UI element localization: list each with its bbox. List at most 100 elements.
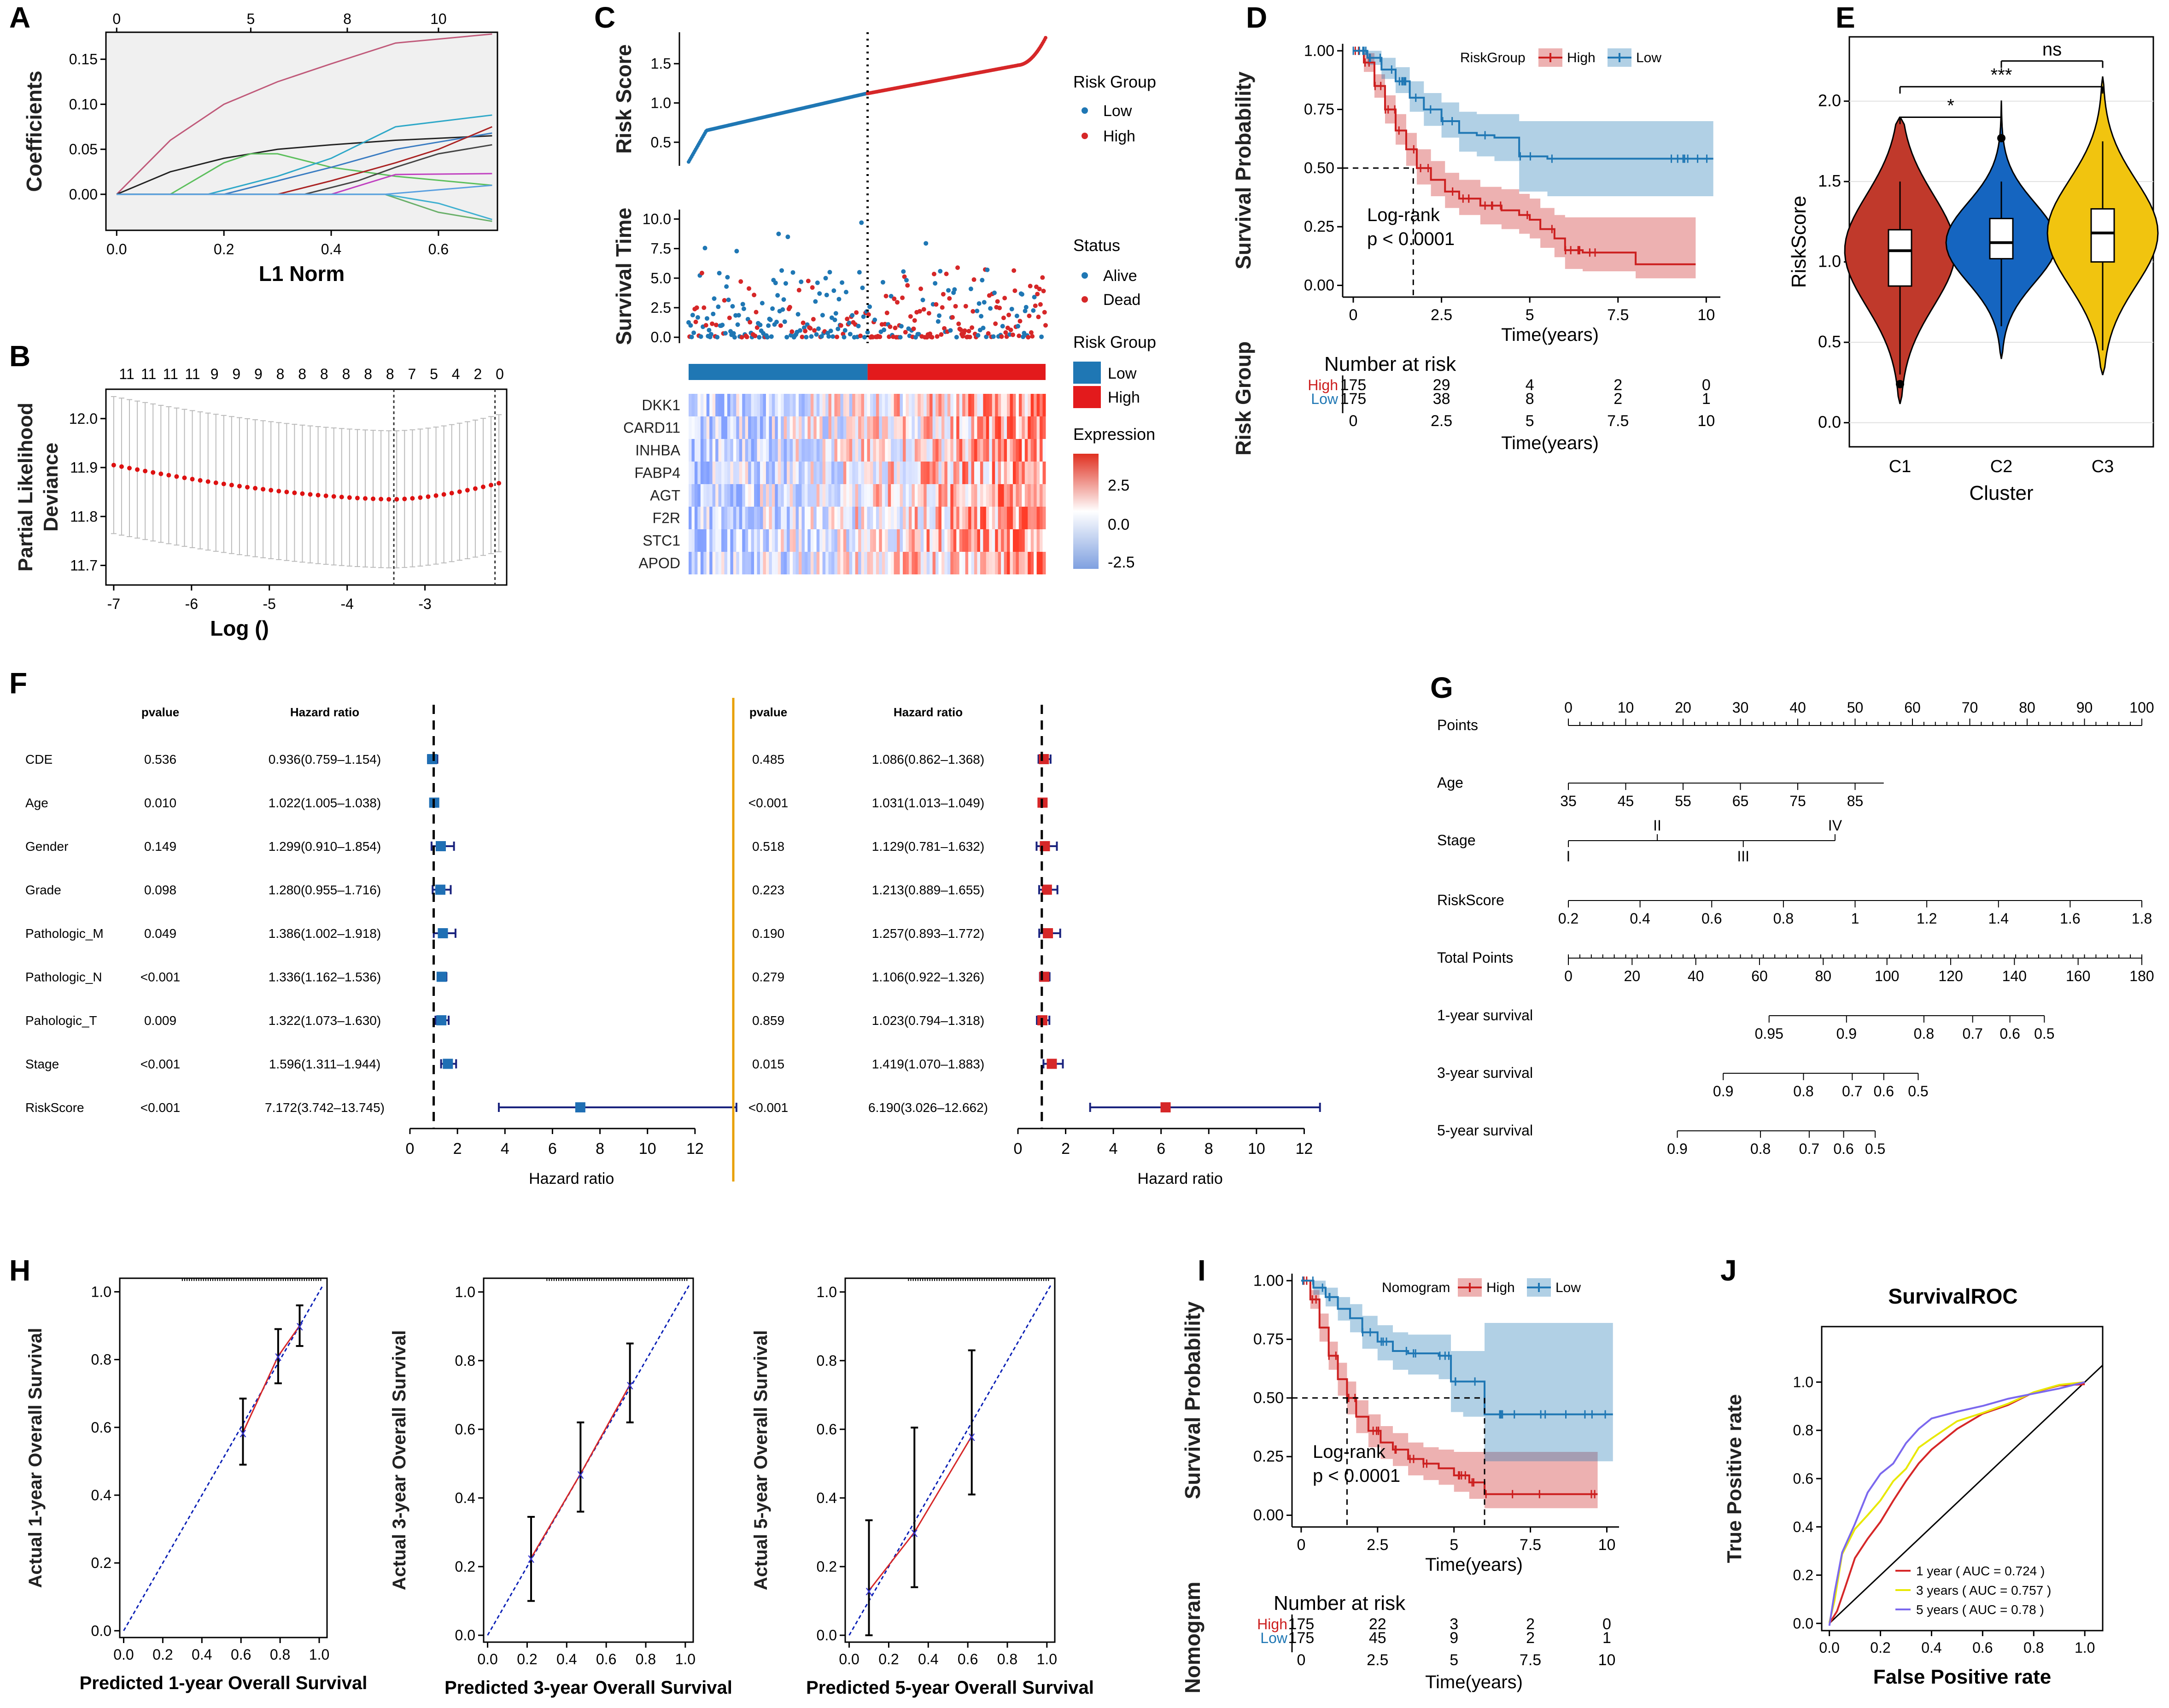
heatmap-cell [715,552,719,574]
heatmap-cell [956,462,960,484]
heatmap-cell [778,394,781,416]
heatmap-cell [1010,529,1013,552]
heatmap-cell [855,552,859,574]
heatmap-cell [855,484,859,507]
heatmap-cell [772,484,775,507]
survival-point [956,322,961,327]
top-tick-label: 2 [474,366,482,382]
heatmap-cell [882,462,885,484]
heatmap-cell [775,416,778,439]
x-tick-label: 0.2 [517,1651,537,1667]
nomogram-tick-label: 120 [1938,968,1963,984]
heatmap-cell [801,462,805,484]
survival-point [967,334,972,339]
multivariate-pvalue: 0.190 [752,926,784,941]
heatmap-cell [709,439,713,462]
heatmap-cell [718,462,722,484]
heatmap-cell [873,529,877,552]
heatmap-cell [706,394,710,416]
survival-point [842,328,848,333]
survival-point [1008,328,1013,333]
heatmap-cell [956,529,960,552]
heatmap-cell [1042,416,1046,439]
panel-label: A [9,1,30,34]
heatmap-cell [1030,394,1034,416]
heatmap-cell [1042,484,1046,507]
heatmap-cell [700,529,704,552]
deviance-point [489,483,494,488]
heatmap-cell [867,462,871,484]
heatmap-cell [834,416,838,439]
heatmap-cell [1012,529,1016,552]
heatmap-cell [700,552,704,574]
x-tick-label: 0.2 [1870,1639,1890,1656]
x-tick-label: 7.5 [1607,306,1629,324]
heatmap-cell [1040,462,1043,484]
heatmap-cell [1004,462,1007,484]
heatmap-cell [801,484,805,507]
heatmap-cell [974,394,977,416]
nomogram-tick-label: 1.6 [2060,910,2080,927]
heatmap-cell [712,507,716,529]
heatmap-cell [977,416,981,439]
top-tick-label: 9 [210,366,219,382]
heatmap-cell [852,416,856,439]
heatmap-cell [1028,507,1031,529]
heatmap-cell [894,507,897,529]
multivariate-pvalue: <0.001 [748,1100,788,1115]
survival-point [1009,306,1014,311]
survival-point [784,334,789,339]
legend-title: Expression [1073,425,1155,444]
x-tick-label: -4 [340,596,353,612]
heatmap-cell [1018,552,1022,574]
heatmap-cell [914,462,918,484]
nomogram-tick-label: 20 [1675,699,1691,716]
y-tick-label: 11.8 [70,508,98,525]
heatmap-cell [825,484,829,507]
heatmap-cell [947,394,951,416]
nomogram-tick-label: 0.2 [1558,910,1579,927]
heatmap-cell [781,507,784,529]
deviance-point [135,467,140,472]
heatmap-cell [852,484,856,507]
survival-point [1037,287,1042,292]
heatmap-cell [697,439,701,462]
heatmap-cell [971,416,975,439]
univariate-hr-point [436,1015,447,1025]
heatmap-cell [998,529,1001,552]
survival-point [739,335,744,340]
heatmap-cell [876,552,879,574]
sig-label: * [1947,96,1954,116]
deviance-point [182,475,187,480]
survival-point [971,277,976,282]
heatmap-cell [849,439,853,462]
heatmap-cell [918,462,921,484]
heatmap-cell [751,529,754,552]
y-axis-label: Coefficients [22,70,46,192]
heatmap-cell [876,529,879,552]
heatmap-cell [906,529,909,552]
risk-table-row-label: Low [1260,1630,1288,1646]
heatmap-cell [846,462,850,484]
survival-point [740,302,745,307]
x-tick-label: 0.6 [231,1646,251,1663]
y-tick-label: 1.0 [455,1284,475,1300]
deviance-point [386,497,392,502]
heatmap-cell [783,507,787,529]
heatmap-cell [983,462,987,484]
heatmap-cell [992,416,995,439]
heatmap-cell [908,552,912,574]
heatmap-cell [816,529,820,552]
heatmap-cell [819,552,823,574]
heatmap-cell [691,507,695,529]
heatmap-cell [861,507,865,529]
heatmap-cell [1016,394,1019,416]
heatmap-cell [694,529,698,552]
y-tick-label: 1.5 [651,55,671,72]
heatmap-cell [974,439,977,462]
heatmap-cell [793,416,796,439]
heatmap-cell [858,439,862,462]
heatmap-cell [1007,439,1010,462]
x-tick-label: 12 [1296,1140,1313,1158]
heatmap-cell [885,439,889,462]
